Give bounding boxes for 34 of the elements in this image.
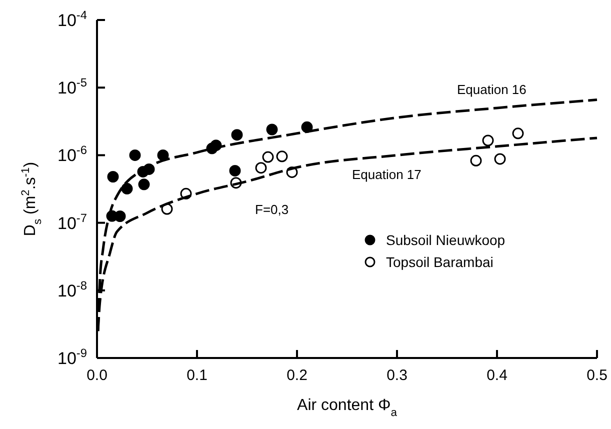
point <box>482 134 494 146</box>
series-label: Equation 17 <box>352 167 422 182</box>
point <box>157 149 169 161</box>
point <box>512 128 524 140</box>
x-tick-label: 0.4 <box>486 367 508 384</box>
point <box>138 178 150 190</box>
series-label: Equation 16 <box>457 82 526 97</box>
y-tick-label: 10$^{-9}$ <box>58 346 88 368</box>
point <box>470 154 482 166</box>
annotation: F=0,3 <box>255 202 289 217</box>
y-tick-label: 10$^{-5}$ <box>58 76 88 98</box>
point <box>107 171 119 182</box>
point <box>121 182 133 194</box>
point <box>494 153 506 165</box>
point <box>129 149 141 161</box>
point <box>231 129 243 141</box>
x-tick-label: 0.0 <box>86 367 108 384</box>
y-tick-label: 10$^{-8}$ <box>58 278 88 300</box>
x-tick-label: 0.3 <box>386 367 408 384</box>
legend-label: Subsoil Nieuwkoop <box>386 232 506 248</box>
point <box>229 164 241 176</box>
point <box>255 162 267 174</box>
point <box>266 124 278 136</box>
x-tick-label: 0.1 <box>186 367 208 384</box>
x-axis-title: Air content Φ$_{a}$ <box>297 397 398 419</box>
y-tick-label: 10$^{-7}$ <box>58 210 88 233</box>
x-tick-label: 0.2 <box>286 367 308 384</box>
legend-label: Topsoil Barambai <box>386 254 494 270</box>
x-tick-label: 0.5 <box>586 367 608 384</box>
point <box>262 151 274 163</box>
y-tick-label: 10$^{-6}$ <box>58 143 88 166</box>
point <box>114 210 126 222</box>
point <box>276 150 288 162</box>
y-tick-label: 10$^{-4}$ <box>58 8 88 30</box>
